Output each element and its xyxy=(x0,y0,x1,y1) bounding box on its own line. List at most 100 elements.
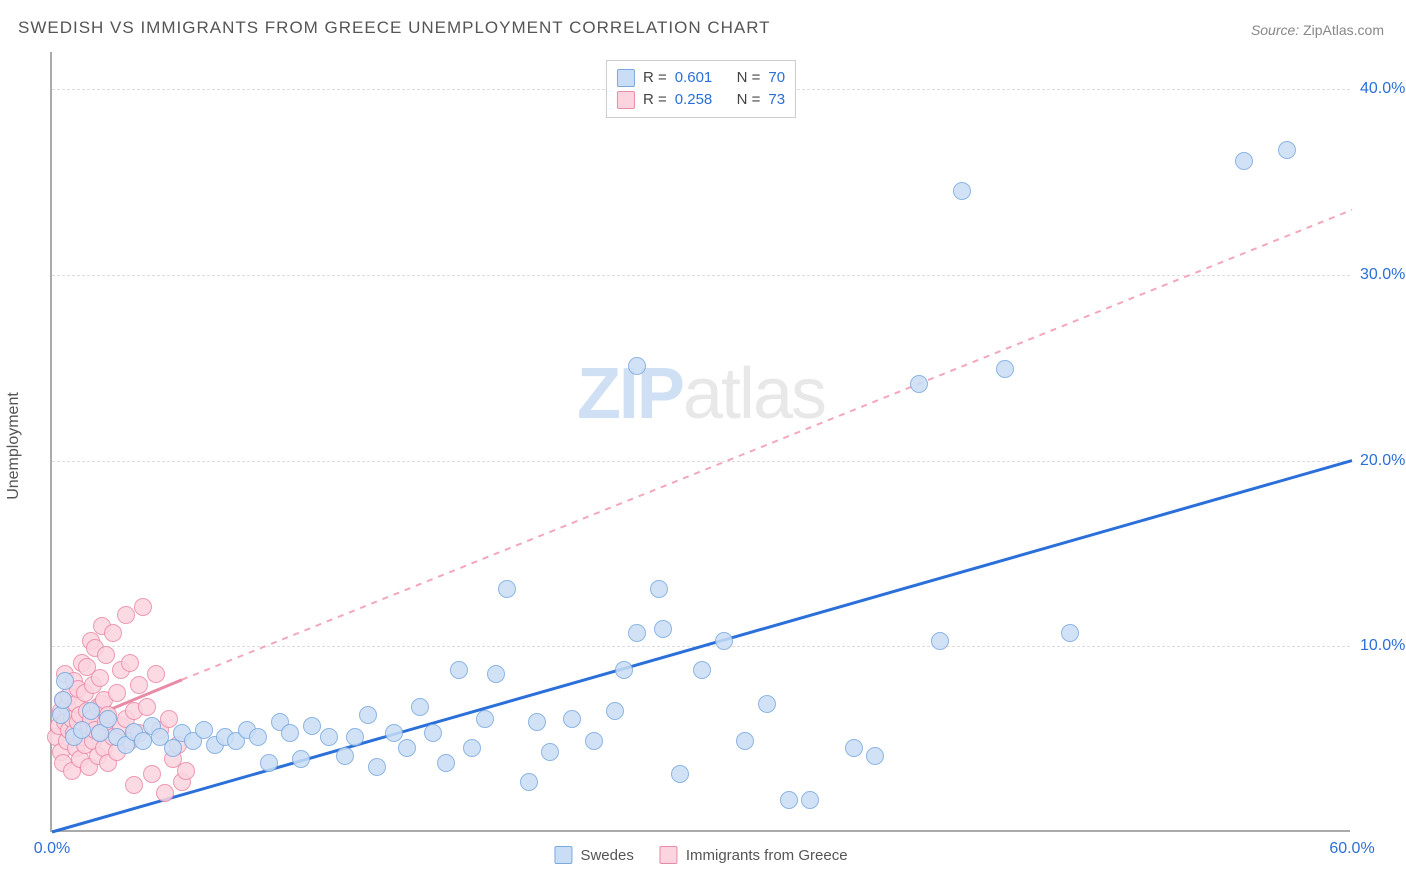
trend-lines-svg xyxy=(52,52,1350,830)
y-tick-label: 30.0% xyxy=(1360,266,1406,284)
data-point-swedes xyxy=(73,721,91,739)
legend-item-swedes: Swedes xyxy=(554,846,633,864)
data-point-greece xyxy=(121,654,139,672)
data-point-swedes xyxy=(476,710,494,728)
r-value-swedes: 0.601 xyxy=(675,67,713,89)
data-point-swedes xyxy=(463,739,481,757)
data-point-swedes xyxy=(398,739,416,757)
data-point-greece xyxy=(125,776,143,794)
data-point-swedes xyxy=(346,728,364,746)
source-value: ZipAtlas.com xyxy=(1303,22,1384,38)
r-label: R = xyxy=(643,89,667,111)
data-point-swedes xyxy=(736,732,754,750)
legend-row-greece: R = 0.258 N = 73 xyxy=(617,89,785,111)
data-point-greece xyxy=(160,710,178,728)
data-point-swedes xyxy=(563,710,581,728)
source-label: Source: xyxy=(1251,22,1299,38)
data-point-swedes xyxy=(1235,152,1253,170)
plot-area: ZIPatlas R = 0.601 N = 70 R = 0.258 N = … xyxy=(50,52,1350,832)
chart-title: SWEDISH VS IMMIGRANTS FROM GREECE UNEMPL… xyxy=(18,18,771,38)
y-tick-label: 10.0% xyxy=(1360,637,1406,655)
x-tick-label: 0.0% xyxy=(34,840,70,858)
y-tick-label: 40.0% xyxy=(1360,80,1406,98)
data-point-swedes xyxy=(82,702,100,720)
source-attribution: Source: ZipAtlas.com xyxy=(1251,22,1384,38)
data-point-swedes xyxy=(520,773,538,791)
data-point-swedes xyxy=(801,791,819,809)
data-point-swedes xyxy=(866,747,884,765)
chart-container: SWEDISH VS IMMIGRANTS FROM GREECE UNEMPL… xyxy=(0,0,1406,892)
n-value-swedes: 70 xyxy=(768,67,785,89)
trend-line-swedes xyxy=(52,461,1352,832)
data-point-swedes xyxy=(424,724,442,742)
data-point-swedes xyxy=(758,695,776,713)
n-label: N = xyxy=(737,89,761,111)
data-point-greece xyxy=(147,665,165,683)
data-point-swedes xyxy=(260,754,278,772)
series-label-greece: Immigrants from Greece xyxy=(686,847,848,864)
data-point-greece xyxy=(138,698,156,716)
data-point-swedes xyxy=(996,360,1014,378)
data-point-greece xyxy=(108,684,126,702)
swatch-swedes xyxy=(554,846,572,864)
legend-item-greece: Immigrants from Greece xyxy=(660,846,848,864)
data-point-swedes xyxy=(498,580,516,598)
data-point-greece xyxy=(97,646,115,664)
data-point-swedes xyxy=(385,724,403,742)
data-point-greece xyxy=(143,765,161,783)
data-point-swedes xyxy=(368,758,386,776)
data-point-swedes xyxy=(845,739,863,757)
data-point-swedes xyxy=(450,661,468,679)
data-point-swedes xyxy=(249,728,267,746)
data-point-greece xyxy=(156,784,174,802)
data-point-swedes xyxy=(292,750,310,768)
data-point-swedes xyxy=(693,661,711,679)
data-point-swedes xyxy=(615,661,633,679)
data-point-greece xyxy=(104,624,122,642)
data-point-swedes xyxy=(715,632,733,650)
data-point-swedes xyxy=(628,357,646,375)
data-point-swedes xyxy=(910,375,928,393)
data-point-swedes xyxy=(931,632,949,650)
data-point-swedes xyxy=(359,706,377,724)
data-point-swedes xyxy=(654,620,672,638)
data-point-swedes xyxy=(1278,141,1296,159)
data-point-swedes xyxy=(650,580,668,598)
data-point-swedes xyxy=(56,672,74,690)
data-point-swedes xyxy=(606,702,624,720)
swatch-greece xyxy=(617,91,635,109)
y-axis-label: Unemployment xyxy=(5,392,23,500)
series-legend: Swedes Immigrants from Greece xyxy=(554,846,847,864)
data-point-greece xyxy=(91,669,109,687)
data-point-swedes xyxy=(336,747,354,765)
data-point-swedes xyxy=(411,698,429,716)
data-point-swedes xyxy=(487,665,505,683)
trend-line-greece-dashed xyxy=(182,210,1352,680)
data-point-swedes xyxy=(54,691,72,709)
swatch-greece xyxy=(660,846,678,864)
n-label: N = xyxy=(737,67,761,89)
data-point-swedes xyxy=(99,710,117,728)
r-label: R = xyxy=(643,67,667,89)
data-point-swedes xyxy=(780,791,798,809)
data-point-swedes xyxy=(437,754,455,772)
data-point-swedes xyxy=(1061,624,1079,642)
n-value-greece: 73 xyxy=(768,89,785,111)
data-point-swedes xyxy=(585,732,603,750)
data-point-swedes xyxy=(628,624,646,642)
series-label-swedes: Swedes xyxy=(580,847,633,864)
data-point-swedes xyxy=(953,182,971,200)
data-point-greece xyxy=(134,598,152,616)
data-point-greece xyxy=(117,606,135,624)
data-point-greece xyxy=(177,762,195,780)
y-tick-label: 20.0% xyxy=(1360,452,1406,470)
data-point-swedes xyxy=(541,743,559,761)
data-point-swedes xyxy=(671,765,689,783)
data-point-swedes xyxy=(281,724,299,742)
data-point-swedes xyxy=(528,713,546,731)
r-value-greece: 0.258 xyxy=(675,89,713,111)
correlation-legend: R = 0.601 N = 70 R = 0.258 N = 73 xyxy=(606,60,796,118)
swatch-swedes xyxy=(617,69,635,87)
data-point-swedes xyxy=(303,717,321,735)
x-tick-label: 60.0% xyxy=(1329,840,1374,858)
